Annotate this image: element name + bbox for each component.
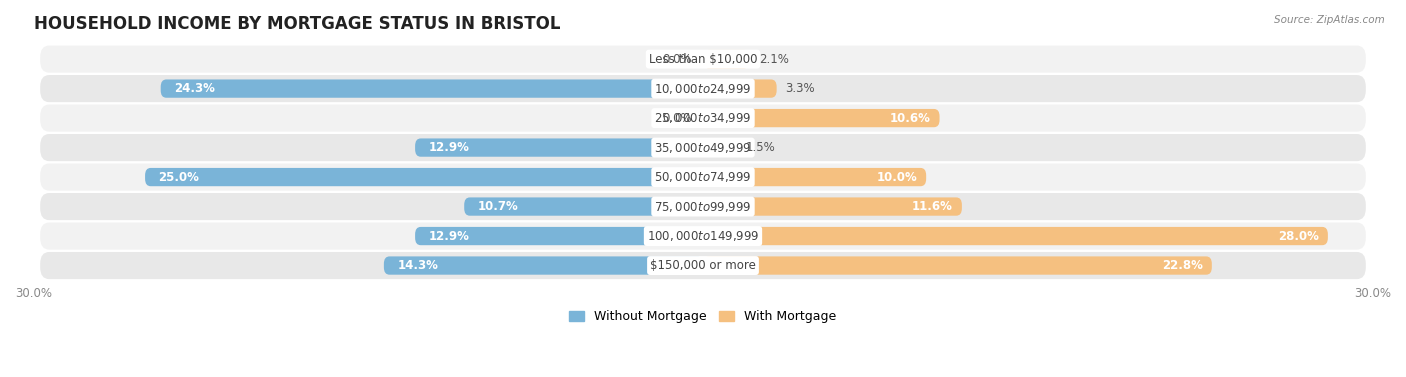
FancyBboxPatch shape <box>703 138 737 157</box>
Text: 25.0%: 25.0% <box>159 170 200 184</box>
Legend: Without Mortgage, With Mortgage: Without Mortgage, With Mortgage <box>564 305 842 328</box>
Text: 28.0%: 28.0% <box>1278 230 1319 242</box>
FancyBboxPatch shape <box>703 168 927 186</box>
FancyBboxPatch shape <box>464 198 703 216</box>
FancyBboxPatch shape <box>41 252 1365 279</box>
Text: Source: ZipAtlas.com: Source: ZipAtlas.com <box>1274 15 1385 25</box>
FancyBboxPatch shape <box>145 168 703 186</box>
Text: 10.0%: 10.0% <box>876 170 917 184</box>
FancyBboxPatch shape <box>41 104 1365 132</box>
FancyBboxPatch shape <box>41 46 1365 73</box>
FancyBboxPatch shape <box>703 256 1212 275</box>
Text: $75,000 to $99,999: $75,000 to $99,999 <box>654 199 752 213</box>
Text: 12.9%: 12.9% <box>429 230 470 242</box>
Text: $100,000 to $149,999: $100,000 to $149,999 <box>647 229 759 243</box>
FancyBboxPatch shape <box>41 75 1365 102</box>
Text: 10.6%: 10.6% <box>890 112 931 124</box>
FancyBboxPatch shape <box>703 227 1327 245</box>
FancyBboxPatch shape <box>41 193 1365 220</box>
Text: $25,000 to $34,999: $25,000 to $34,999 <box>654 111 752 125</box>
FancyBboxPatch shape <box>41 134 1365 161</box>
Text: 3.3%: 3.3% <box>786 82 815 95</box>
FancyBboxPatch shape <box>703 80 776 98</box>
Text: 22.8%: 22.8% <box>1161 259 1204 272</box>
FancyBboxPatch shape <box>703 109 939 127</box>
Text: 10.7%: 10.7% <box>478 200 519 213</box>
Text: 2.1%: 2.1% <box>759 53 789 66</box>
Text: 0.0%: 0.0% <box>662 112 692 124</box>
Text: HOUSEHOLD INCOME BY MORTGAGE STATUS IN BRISTOL: HOUSEHOLD INCOME BY MORTGAGE STATUS IN B… <box>34 15 560 33</box>
Text: $10,000 to $24,999: $10,000 to $24,999 <box>654 81 752 96</box>
FancyBboxPatch shape <box>703 50 749 68</box>
Text: 0.0%: 0.0% <box>662 53 692 66</box>
FancyBboxPatch shape <box>415 227 703 245</box>
FancyBboxPatch shape <box>384 256 703 275</box>
Text: $35,000 to $49,999: $35,000 to $49,999 <box>654 141 752 155</box>
Text: Less than $10,000: Less than $10,000 <box>648 53 758 66</box>
FancyBboxPatch shape <box>415 138 703 157</box>
Text: 12.9%: 12.9% <box>429 141 470 154</box>
Text: 24.3%: 24.3% <box>174 82 215 95</box>
FancyBboxPatch shape <box>703 198 962 216</box>
FancyBboxPatch shape <box>41 164 1365 191</box>
FancyBboxPatch shape <box>41 222 1365 250</box>
Text: $150,000 or more: $150,000 or more <box>650 259 756 272</box>
FancyBboxPatch shape <box>160 80 703 98</box>
Text: 11.6%: 11.6% <box>912 200 953 213</box>
Text: 1.5%: 1.5% <box>745 141 775 154</box>
Text: $50,000 to $74,999: $50,000 to $74,999 <box>654 170 752 184</box>
Text: 14.3%: 14.3% <box>398 259 439 272</box>
